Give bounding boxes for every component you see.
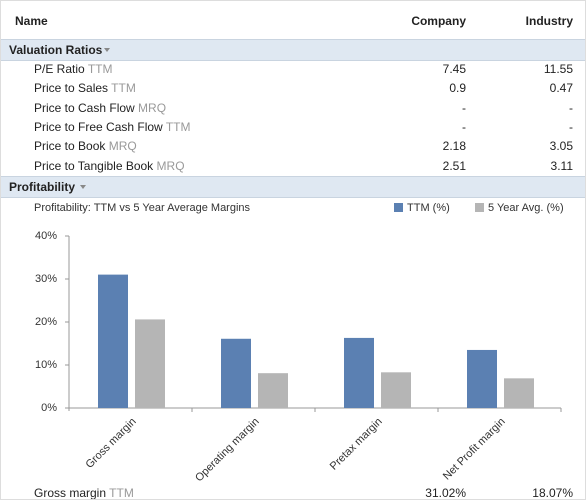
industry-value: 0.47 xyxy=(549,81,573,96)
row-period: MRQ xyxy=(108,139,137,154)
industry-value: - xyxy=(569,119,573,134)
header-cell: Industry xyxy=(525,14,573,28)
row-name: Gross margin xyxy=(34,486,107,500)
company-value: - xyxy=(462,119,466,134)
section-header: Profitability xyxy=(1,176,585,198)
row-label: Price to Tangible Book MRQ xyxy=(34,159,185,173)
y-tick-label: 10% xyxy=(35,359,57,371)
industry-value: - xyxy=(569,100,573,115)
industry-value: 3.11 xyxy=(550,158,573,173)
row-period: MRQ xyxy=(156,158,185,173)
legend-swatch xyxy=(475,203,484,212)
y-tick-label: 20% xyxy=(35,316,57,328)
row-period: TTM xyxy=(87,62,113,76)
bar xyxy=(344,337,374,408)
row-name: Price to Free Cash Flow xyxy=(34,119,163,134)
bar xyxy=(221,338,251,408)
legend-swatch xyxy=(394,203,403,212)
y-tick-label: 30% xyxy=(35,273,57,285)
section-title: Profitability xyxy=(9,180,76,194)
bar xyxy=(258,373,288,408)
x-tick-label: Gross margin xyxy=(83,416,138,471)
row-period: TTM xyxy=(165,119,191,134)
row-label: Price to Cash Flow MRQ xyxy=(34,101,166,115)
section-title: Valuation Ratios xyxy=(9,43,103,57)
industry-value: 11.55 xyxy=(543,62,573,76)
legend-label: 5 Year Avg. (%) xyxy=(488,202,564,214)
company-value: 31.02% xyxy=(425,486,466,500)
industry-value: 18.07% xyxy=(532,486,573,500)
row-name: Price to Cash Flow xyxy=(34,100,135,115)
row-label: Price to Free Cash Flow TTM xyxy=(34,120,191,134)
header-cell: Name xyxy=(15,14,48,28)
x-tick-label: Operating margin xyxy=(193,416,262,485)
bar xyxy=(504,378,534,408)
company-value: 0.9 xyxy=(449,81,466,96)
legend-label: TTM (%) xyxy=(407,202,450,214)
company-value: 2.18 xyxy=(442,139,466,154)
dropdown-caret[interactable] xyxy=(80,185,86,189)
header-cell: Company xyxy=(411,14,466,28)
row-label: Price to Sales TTM xyxy=(34,81,136,95)
row-name: Price to Tangible Book xyxy=(34,158,154,173)
row-period: TTM xyxy=(111,81,136,96)
y-tick-label: 0% xyxy=(41,402,57,414)
row-name: P/E Ratio xyxy=(34,62,85,76)
company-value: 7.45 xyxy=(442,62,466,76)
x-tick-label: Pretax margin xyxy=(328,416,385,473)
chart-title: Profitability: TTM vs 5 Year Average Mar… xyxy=(34,202,251,214)
dropdown-caret[interactable] xyxy=(104,48,110,52)
company-value: 2.51 xyxy=(442,158,466,173)
row-period: TTM xyxy=(109,486,134,500)
row-label: Price to Book MRQ xyxy=(34,139,137,153)
bar xyxy=(135,319,165,408)
section-header: Valuation Ratios xyxy=(1,39,585,61)
x-tick-label: Net Profit margin xyxy=(441,416,508,483)
bar xyxy=(381,372,411,408)
bar xyxy=(467,349,497,408)
industry-value: 3.05 xyxy=(549,139,573,154)
row-label: P/E Ratio TTM xyxy=(34,62,112,76)
y-tick-label: 40% xyxy=(35,230,57,242)
bar xyxy=(98,274,128,408)
row-name: Price to Book xyxy=(34,139,106,154)
company-value: - xyxy=(462,100,466,115)
row-label: Gross margin TTM xyxy=(34,486,134,500)
row-period: MRQ xyxy=(138,100,167,115)
row-name: Price to Sales xyxy=(34,81,109,96)
